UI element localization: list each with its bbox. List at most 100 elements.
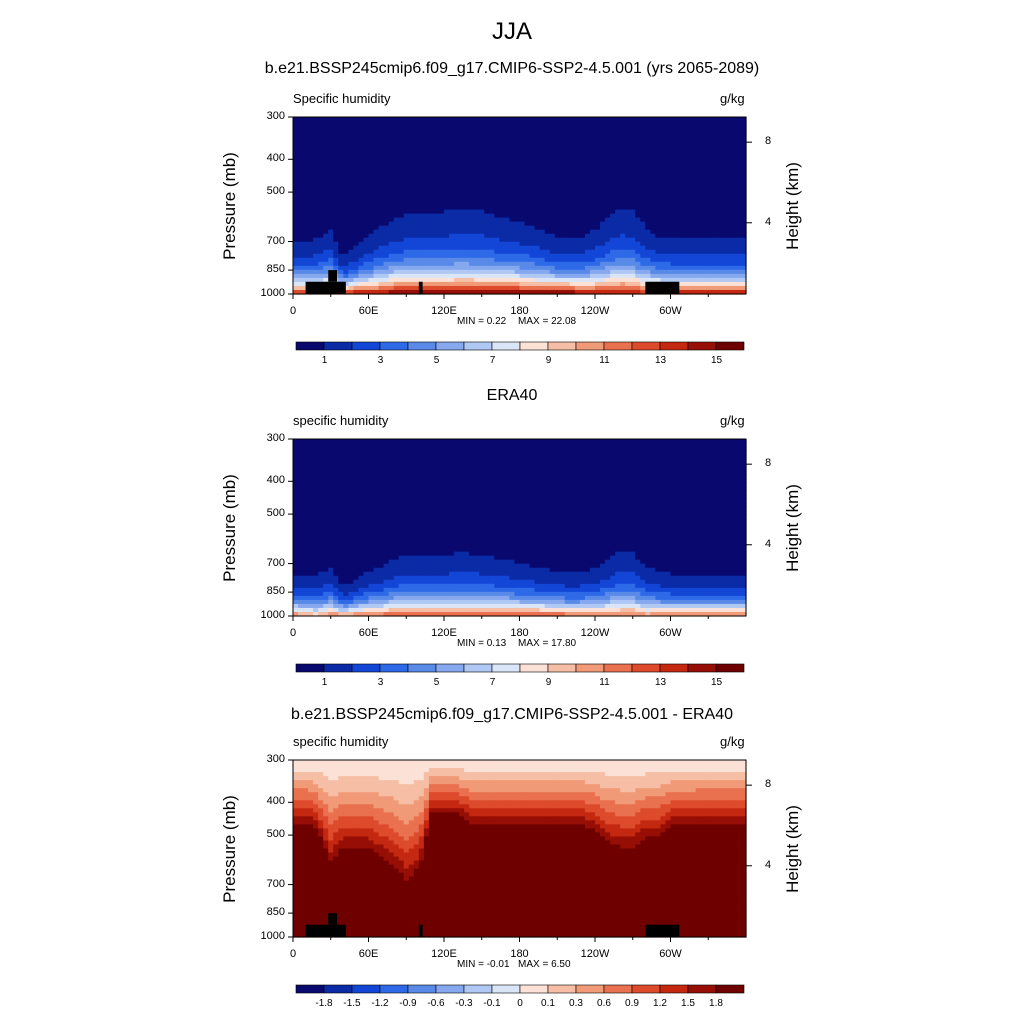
field-cell xyxy=(620,141,626,146)
field-cell xyxy=(308,471,314,476)
field-cell xyxy=(353,253,360,259)
field-cell xyxy=(730,153,737,158)
field-cell xyxy=(579,189,586,195)
field-cell xyxy=(584,161,591,166)
field-cell xyxy=(444,253,450,259)
field-cell xyxy=(625,217,631,223)
field-cell xyxy=(449,189,455,195)
field-cell xyxy=(373,289,380,295)
field-cell xyxy=(640,145,646,150)
field-cell xyxy=(353,125,360,130)
field-cell xyxy=(303,459,309,464)
field-cell xyxy=(313,451,319,456)
field-cell xyxy=(308,523,314,529)
field-cell xyxy=(554,201,561,207)
field-cell xyxy=(388,571,395,577)
field-cell xyxy=(293,173,299,178)
field-cell xyxy=(695,245,702,251)
field-cell xyxy=(534,149,541,154)
field-cell xyxy=(680,261,687,267)
field-cell xyxy=(600,181,606,186)
field-cell xyxy=(554,137,561,142)
field-cell xyxy=(740,281,747,287)
field-cell xyxy=(655,145,662,150)
field-cell xyxy=(479,169,485,174)
field-cell xyxy=(368,129,375,134)
field-cell xyxy=(333,515,339,521)
field-cell xyxy=(444,201,450,207)
field-cell xyxy=(383,233,390,239)
field-cell xyxy=(690,237,697,243)
field-cell xyxy=(293,567,299,573)
field-cell xyxy=(690,225,697,231)
field-cell xyxy=(303,439,309,444)
field-cell xyxy=(393,487,400,492)
field-cell xyxy=(715,169,722,174)
field-cell xyxy=(579,233,586,239)
field-cell xyxy=(494,117,500,122)
field-cell xyxy=(735,117,742,122)
field-cell xyxy=(474,177,480,182)
field-cell xyxy=(695,193,702,199)
field-cell xyxy=(680,193,687,199)
field-cell xyxy=(293,511,299,517)
field-cell xyxy=(685,265,692,271)
field-cell xyxy=(343,447,349,452)
field-cell xyxy=(308,265,314,271)
field-cell xyxy=(393,535,400,541)
field-cell xyxy=(509,181,516,186)
field-cell xyxy=(589,141,596,146)
field-cell xyxy=(640,209,646,215)
field-cell xyxy=(328,479,334,484)
field-cell xyxy=(338,587,344,593)
field-cell xyxy=(298,161,304,166)
field-cell xyxy=(328,551,334,557)
field-cell xyxy=(423,121,430,126)
field-cell xyxy=(438,189,445,195)
field-cell xyxy=(393,121,400,126)
field-cell xyxy=(595,197,601,203)
field-cell xyxy=(449,201,455,207)
field-cell xyxy=(660,225,667,231)
field-cell xyxy=(328,511,334,517)
field-cell xyxy=(474,221,480,227)
field-cell xyxy=(368,483,375,488)
field-cell xyxy=(358,535,365,541)
field-cell xyxy=(690,257,697,263)
field-cell xyxy=(398,603,405,609)
field-cell xyxy=(444,149,450,154)
field-cell xyxy=(600,225,606,231)
field-cell xyxy=(378,519,385,525)
field-cell xyxy=(645,137,651,142)
field-cell xyxy=(368,253,375,259)
field-cell xyxy=(323,515,329,521)
field-cell xyxy=(393,587,400,593)
field-cell xyxy=(343,125,349,130)
field-cell xyxy=(454,205,460,211)
field-cell xyxy=(584,189,591,195)
field-cell xyxy=(579,197,586,203)
field-cell xyxy=(343,221,349,227)
field-cell xyxy=(469,137,475,142)
field-cell xyxy=(645,253,651,259)
field-cell xyxy=(695,285,702,291)
field-cell xyxy=(640,205,646,211)
field-cell xyxy=(313,535,319,541)
field-cell xyxy=(323,121,329,126)
field-cell xyxy=(393,265,400,271)
field-cell xyxy=(509,177,516,182)
field-cell xyxy=(595,189,601,195)
field-cell xyxy=(549,121,556,126)
field-cell xyxy=(715,245,722,251)
field-cell xyxy=(489,153,495,158)
field-cell xyxy=(388,185,395,191)
field-cell xyxy=(640,289,646,295)
field-cell xyxy=(383,555,390,561)
field-cell xyxy=(338,567,344,573)
field-cell xyxy=(589,233,596,239)
field-cell xyxy=(428,213,435,219)
field-cell xyxy=(418,193,425,199)
field-cell xyxy=(600,153,606,158)
field-cell xyxy=(333,265,339,271)
field-cell xyxy=(600,269,606,275)
